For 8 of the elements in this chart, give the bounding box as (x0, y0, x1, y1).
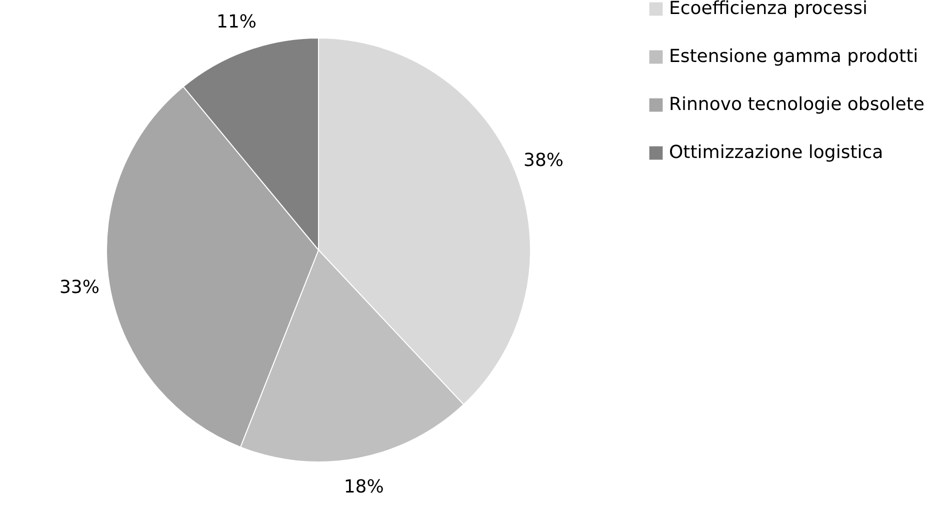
legend-label: Ecoefficienza processi (669, 0, 868, 19)
legend-label: Rinnovo tecnologie obsolete (669, 94, 924, 115)
data-label: 33% (59, 276, 100, 298)
legend-label: Estensione gamma prodotti (669, 46, 918, 67)
data-label: 38% (524, 150, 564, 171)
data-label: 11% (216, 11, 257, 32)
data-label: 18% (344, 476, 384, 498)
legend-label: Ottimizzazione logistica (669, 142, 884, 163)
